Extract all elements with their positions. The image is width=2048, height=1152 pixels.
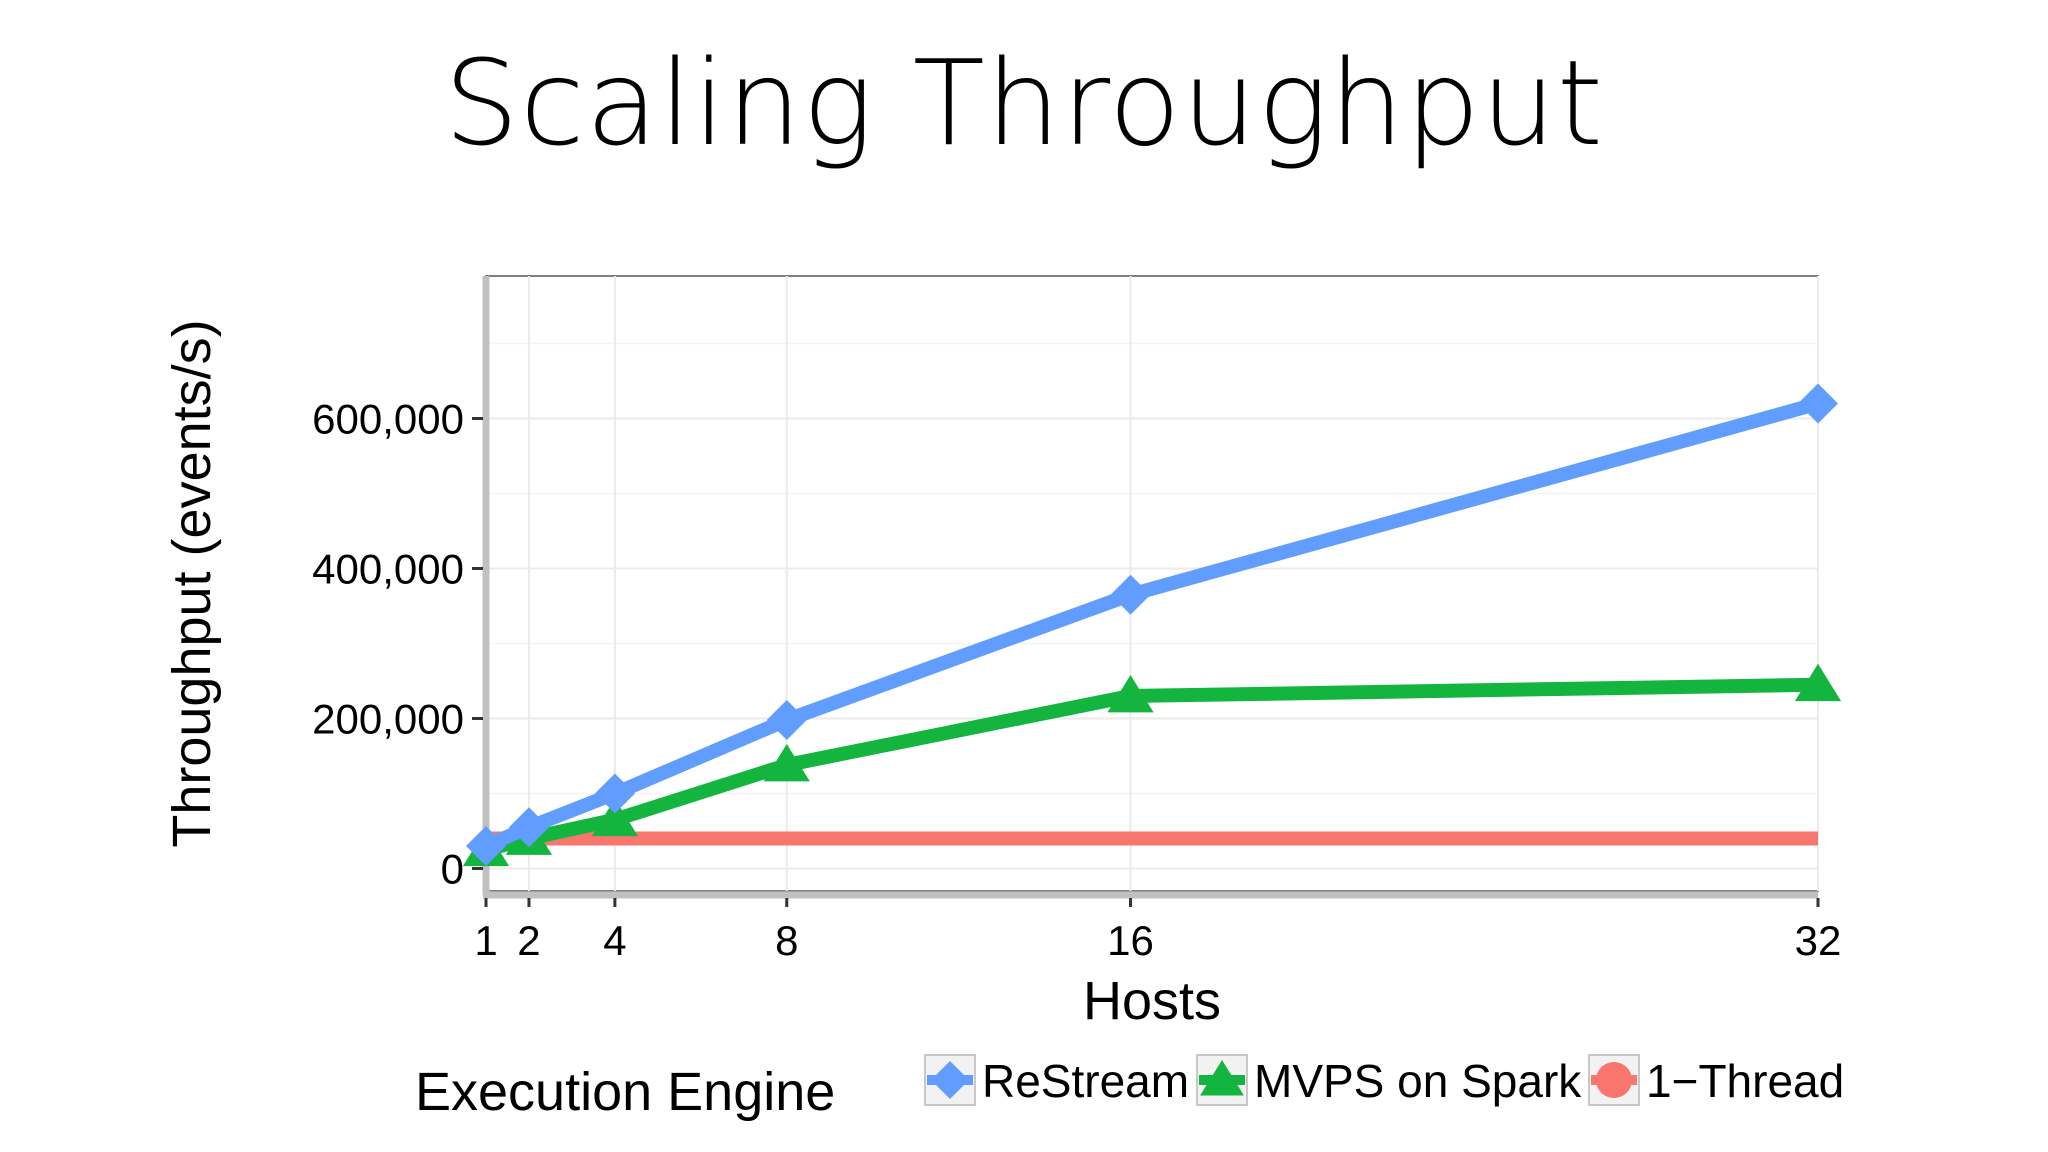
axis-labels: Hosts Throughput (events/s) <box>162 319 1221 1031</box>
x-tick-label: 2 <box>517 917 540 964</box>
data-point <box>591 798 639 837</box>
data-point <box>466 826 506 866</box>
axes: 0 200,000 400,000 600,000 1 2 4 8 16 32 <box>312 276 1841 964</box>
x-tick-label: 32 <box>1795 917 1842 964</box>
legend-title: Execution Engine <box>415 1062 835 1122</box>
x-tick-label: 8 <box>775 917 798 964</box>
data-point <box>508 807 549 848</box>
x-axis-label: Hosts <box>1083 971 1221 1031</box>
data-point <box>763 744 810 782</box>
y-tick-label: 200,000 <box>312 696 464 743</box>
data-point <box>594 773 635 814</box>
data-point <box>766 700 807 740</box>
y-tick-label: 400,000 <box>312 546 464 593</box>
legend-key-marker <box>931 1061 969 1099</box>
x-tick-label: 1 <box>474 917 497 964</box>
data-point <box>1794 663 1842 702</box>
y-axis-label: Throughput (events/s) <box>162 319 222 847</box>
data-point <box>1110 574 1151 615</box>
y-tick-label: 0 <box>441 846 464 893</box>
data-point <box>1798 383 1838 424</box>
x-tick-label: 4 <box>603 917 626 964</box>
legend: Execution Engine ReStream MVPS on Spark 1−… <box>415 1054 1844 1122</box>
grid-lines <box>485 276 1819 891</box>
slide-title: Scaling Throughput <box>443 34 1605 172</box>
legend-label: 1−Thread <box>1646 1055 1844 1107</box>
legend-key-marker <box>1595 1061 1633 1099</box>
data-point <box>1107 675 1154 713</box>
legend-label: ReStream <box>982 1055 1189 1107</box>
y-tick-label: 600,000 <box>312 396 464 443</box>
x-tick-label: 16 <box>1107 917 1154 964</box>
data-series <box>462 383 1842 867</box>
legend-label: MVPS on Spark <box>1254 1055 1582 1107</box>
legend-key-marker <box>1200 1060 1244 1096</box>
